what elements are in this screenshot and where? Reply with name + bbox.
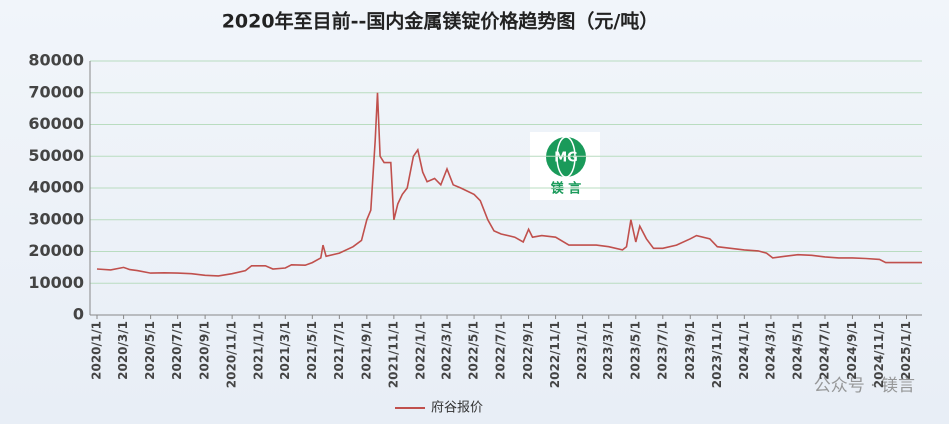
x-tick-label: 2021/9/1 [359, 321, 373, 380]
logo-meridian [556, 136, 576, 178]
x-tick-label: 2021/1/1 [252, 321, 266, 380]
price-line [96, 92, 922, 277]
y-tick-label: 40000 [28, 178, 84, 197]
y-tick-label: 10000 [28, 273, 84, 292]
x-tick-label: 2020/1/1 [90, 321, 104, 380]
x-tick-label: 2022/3/1 [440, 321, 454, 380]
x-tick-label: 2024/3/1 [763, 321, 777, 380]
x-tick-label: 2024/7/1 [817, 321, 831, 380]
y-tick-label: 20000 [28, 241, 84, 260]
x-tick-label: 2020/3/1 [116, 321, 130, 380]
x-tick-label: 2024/11/1 [872, 321, 886, 388]
x-tick-label: 2020/7/1 [170, 321, 184, 380]
y-tick-label: 30000 [28, 209, 84, 228]
x-tick-label: 2022/9/1 [521, 321, 535, 380]
x-tick-label: 2021/5/1 [305, 321, 319, 380]
legend-label: 府谷报价 [431, 401, 483, 416]
x-tick-label: 2023/11/1 [710, 321, 724, 388]
x-tick-label: 2021/3/1 [278, 321, 292, 380]
x-tick-label: 2023/1/1 [575, 321, 589, 380]
logo-mark: MG [554, 151, 578, 166]
logo: MG 镁 言 [530, 132, 600, 200]
x-tick-label: 2020/5/1 [143, 321, 157, 380]
x-tick-label: 2021/11/1 [386, 321, 400, 388]
chart-title: 2020年至目前--国内金属镁锭价格趋势图（元/吨） [222, 10, 659, 33]
logo-globe [546, 137, 586, 177]
x-tick-label: 2024/1/1 [737, 321, 751, 380]
x-tick-label: 2022/1/1 [413, 321, 427, 380]
x-tick-label: 2023/3/1 [601, 321, 615, 380]
y-tick-label: 0 [73, 305, 84, 324]
x-tick-label: 2024/9/1 [845, 321, 859, 380]
y-tick-label: 70000 [28, 82, 84, 101]
x-tick-label: 2022/11/1 [548, 321, 562, 388]
x-tick-label: 2021/7/1 [332, 321, 346, 380]
x-tick-label: 2023/9/1 [683, 321, 697, 380]
y-tick-label: 50000 [28, 146, 84, 165]
y-tick-label: 80000 [28, 51, 84, 70]
x-tick-label: 2020/9/1 [198, 321, 212, 380]
x-tick-label: 2024/5/1 [790, 321, 804, 380]
x-tick-label: 2023/7/1 [655, 321, 669, 380]
x-tick-label: 2022/5/1 [467, 321, 481, 380]
x-tick-label: 2025/1/1 [899, 321, 913, 380]
x-tick-label: 2022/7/1 [494, 321, 508, 380]
x-tick-label: 2020/11/1 [225, 321, 239, 388]
watermark: 公众号 · 镁言 [814, 376, 915, 396]
y-tick-label: 60000 [28, 114, 84, 133]
x-tick-label: 2023/5/1 [628, 321, 642, 380]
